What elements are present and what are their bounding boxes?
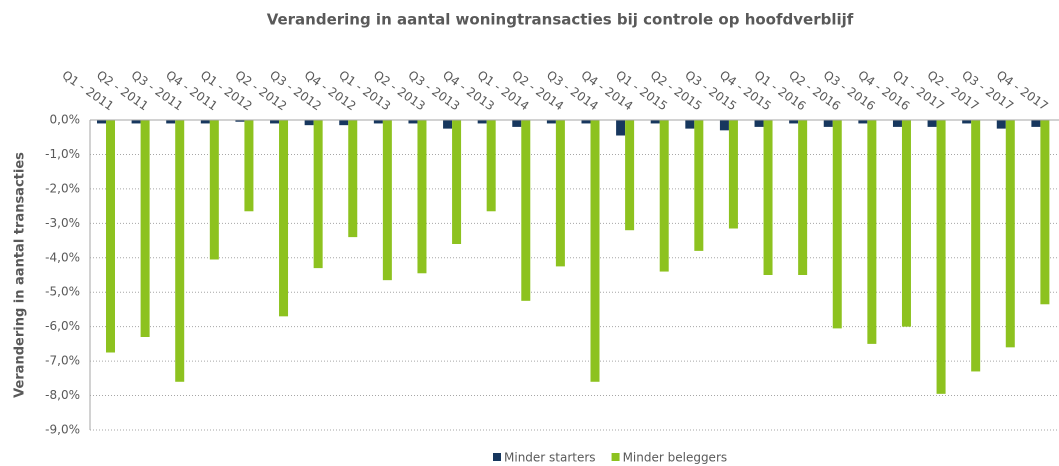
bar	[832, 120, 842, 329]
bar	[452, 120, 462, 244]
bar	[858, 120, 868, 124]
bar	[373, 120, 383, 124]
y-tick-label: -1,0%	[45, 147, 80, 161]
bar	[313, 120, 323, 269]
bar	[996, 120, 1006, 129]
bar	[555, 120, 565, 267]
y-tick-label: 0,0%	[50, 113, 81, 127]
bar	[625, 120, 635, 231]
bar	[244, 120, 254, 212]
y-axis-label: Verandering in aantal transacties	[13, 152, 28, 398]
bar	[719, 120, 729, 131]
bar	[209, 120, 219, 260]
bar	[823, 120, 833, 127]
bar	[270, 120, 280, 124]
chart-title: Verandering in aantal woningtransacties …	[267, 11, 854, 29]
bar	[546, 120, 556, 124]
bar	[408, 120, 418, 124]
bar	[763, 120, 773, 275]
bar	[521, 120, 531, 301]
bar	[789, 120, 799, 124]
bar	[650, 120, 660, 124]
legend-label: Minder starters	[504, 451, 596, 465]
bar	[581, 120, 591, 124]
y-tick-label: -7,0%	[45, 354, 80, 368]
bar	[590, 120, 600, 382]
bar	[339, 120, 349, 126]
bar	[200, 120, 210, 124]
bar	[962, 120, 972, 124]
bar	[754, 120, 764, 127]
bar	[694, 120, 704, 251]
bar	[1005, 120, 1015, 348]
y-tick-label: -4,0%	[45, 250, 80, 264]
bar	[901, 120, 911, 327]
bar	[867, 120, 877, 344]
bar	[131, 120, 141, 124]
legend-swatch	[493, 453, 501, 461]
bar	[235, 120, 245, 122]
bar	[140, 120, 150, 337]
bar	[97, 120, 106, 124]
bar	[512, 120, 522, 127]
bar	[936, 120, 946, 394]
bar	[971, 120, 981, 372]
bar	[1031, 120, 1041, 127]
y-tick-label: -9,0%	[45, 423, 80, 437]
legend-swatch	[611, 453, 620, 461]
bar	[728, 120, 738, 229]
bar	[443, 120, 453, 129]
bar	[798, 120, 808, 275]
bar	[685, 120, 695, 129]
bar	[348, 120, 358, 238]
bar	[106, 120, 115, 353]
bar	[659, 120, 669, 272]
y-tick-label: -5,0%	[45, 285, 80, 299]
bar	[927, 120, 937, 127]
bar	[616, 120, 626, 136]
legend-label: Minder beleggers	[623, 451, 728, 465]
bar	[279, 120, 289, 317]
y-tick-label: -3,0%	[45, 216, 80, 230]
bar	[166, 120, 176, 124]
bar	[382, 120, 392, 281]
bar	[175, 120, 185, 382]
bar	[304, 120, 314, 126]
y-tick-label: -6,0%	[45, 319, 80, 333]
y-tick-label: -2,0%	[45, 181, 80, 195]
bar	[486, 120, 496, 212]
bar	[477, 120, 487, 124]
bar	[417, 120, 427, 274]
bar	[1040, 120, 1050, 305]
bar	[892, 120, 902, 127]
y-tick-label: -8,0%	[45, 388, 80, 402]
